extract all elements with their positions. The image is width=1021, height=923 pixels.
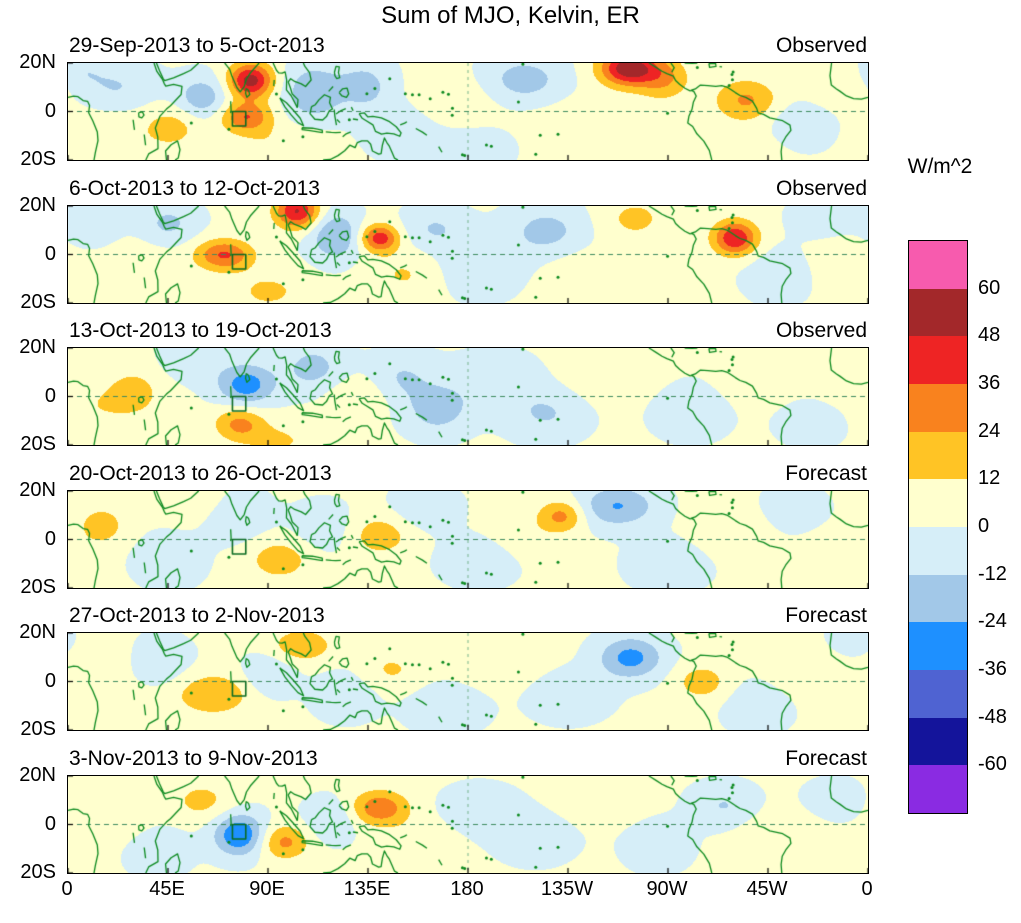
y-tick-label: 0 (44, 527, 56, 550)
colorbar-tick-label: 60 (978, 276, 1001, 299)
x-tick-label: 45W (746, 878, 788, 900)
colorbar-cell (909, 717, 967, 766)
colorbar-tick-label: -24 (978, 610, 1007, 633)
y-tick-label: 20S (20, 861, 56, 883)
x-tick-label: 0 (861, 878, 873, 900)
colorbar-tick-label: 36 (978, 372, 1001, 394)
panel-tag-forecast: Forecast (785, 604, 867, 627)
colorbar-tick-label: -60 (978, 753, 1007, 776)
map-panel-canvas-4 (67, 632, 869, 731)
y-tick-label: 0 (44, 99, 56, 122)
panel-title: 3-Nov-2013 to 9-Nov-2013 (69, 747, 318, 770)
map-panel-canvas-3 (67, 490, 869, 589)
y-tick-label: 20S (20, 718, 56, 740)
map-panel-canvas-5 (67, 775, 869, 874)
x-tick-label: 135E (343, 878, 391, 900)
panel-tag-observed: Observed (775, 34, 867, 57)
panel-title: 29-Sep-2013 to 5-Oct-2013 (69, 34, 325, 57)
colorbar-tick-label: -12 (978, 562, 1007, 585)
y-tick-label: 20N (19, 51, 56, 73)
y-tick-label: 20S (20, 148, 56, 170)
colorbar-cell (909, 336, 967, 385)
colorbar-cell (909, 670, 967, 718)
y-tick-label: 20S (20, 291, 56, 313)
panel-tag-forecast: Forecast (785, 747, 867, 770)
colorbar-tick-label: -36 (978, 658, 1007, 680)
colorbar-tick-label: 12 (978, 467, 1001, 490)
colorbar-cell (909, 384, 967, 432)
map-panel-canvas-0 (67, 62, 869, 161)
colorbar-cell (909, 527, 967, 575)
x-tick-label: 90E (249, 878, 285, 900)
x-tick-label: 0 (61, 878, 73, 900)
map-panel-canvas-1 (67, 205, 869, 304)
x-tick-label: 135W (540, 878, 594, 900)
y-tick-label: 0 (44, 669, 56, 692)
x-tick-label: 90W (646, 878, 688, 900)
y-tick-label: 20S (20, 576, 56, 598)
map-panel-canvas-2 (67, 347, 869, 446)
panel-title: 27-Oct-2013 to 2-Nov-2013 (69, 604, 325, 627)
colorbar-tick-label: 24 (978, 419, 1001, 442)
figure-title: Sum of MJO, Kelvin, ER (381, 2, 640, 29)
colorbar-cell (909, 288, 967, 337)
panel-tag-observed: Observed (775, 319, 867, 342)
y-tick-label: 20N (19, 764, 56, 786)
panel-title: 6-Oct-2013 to 12-Oct-2013 (69, 177, 320, 200)
y-tick-label: 0 (44, 812, 56, 835)
colorbar-tick-label: -48 (978, 705, 1007, 728)
x-tick-label: 45E (149, 878, 185, 900)
colorbar-cell (909, 765, 967, 814)
colorbar-cell (909, 241, 967, 289)
y-tick-label: 20N (19, 194, 56, 216)
colorbar-tick-label: 0 (978, 515, 990, 537)
x-tick-label: 180 (450, 878, 484, 900)
colorbar-cell (909, 479, 967, 528)
panel-title: 13-Oct-2013 to 19-Oct-2013 (69, 319, 332, 342)
y-tick-label: 20N (19, 336, 56, 358)
y-tick-label: 0 (44, 242, 56, 265)
colorbar-cell (909, 622, 967, 671)
colorbar-cell (909, 431, 967, 480)
panel-tag-observed: Observed (775, 177, 867, 200)
colorbar-units-label: W/m^2 (907, 155, 973, 178)
panel-title: 20-Oct-2013 to 26-Oct-2013 (69, 462, 332, 485)
colorbar (908, 240, 968, 814)
y-tick-label: 20N (19, 479, 56, 501)
y-tick-label: 20S (20, 433, 56, 455)
y-tick-label: 20N (19, 621, 56, 643)
panel-tag-forecast: Forecast (785, 462, 867, 485)
y-tick-label: 0 (44, 384, 56, 407)
colorbar-cell (909, 574, 967, 623)
colorbar-tick-label: 48 (978, 324, 1001, 347)
